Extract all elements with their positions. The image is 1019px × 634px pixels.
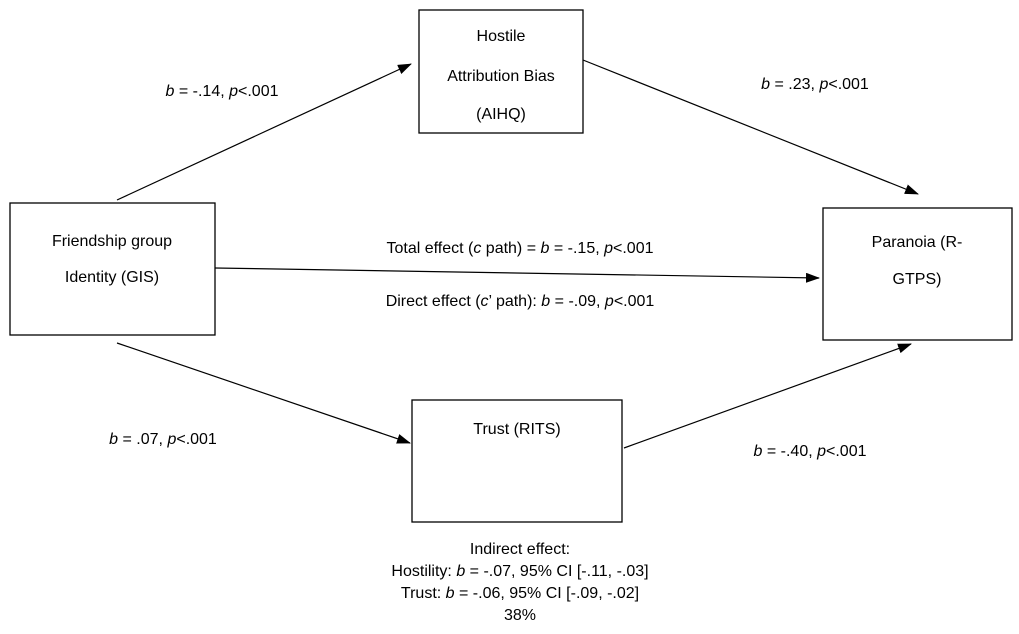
label-part: Direct effect ( [386, 293, 482, 310]
label-part: = -.09, [550, 293, 605, 310]
label-part: p [228, 83, 238, 100]
indirect-line: Hostility: b = -.07, 95% CI [-.11, -.03] [391, 563, 648, 580]
arrow [623, 343, 912, 449]
label-part: c [473, 240, 481, 257]
label-part: Hostility: [391, 563, 456, 580]
label-part: p [166, 431, 176, 448]
node-label: Attribution Bias [447, 68, 555, 85]
node-label: Hostile [477, 28, 526, 45]
node-label: Friendship group [52, 233, 172, 250]
label-part: <.001 [826, 443, 867, 460]
node-label: Trust (RITS) [473, 421, 560, 438]
node-label: GTPS) [893, 271, 942, 288]
label-part: <.001 [614, 293, 655, 310]
label-part: path) = [481, 240, 540, 257]
node-box [9, 202, 216, 336]
label-part: <.001 [176, 431, 217, 448]
label-part: p [603, 240, 613, 257]
label-part: <.001 [613, 240, 654, 257]
label-part: Trust: [401, 585, 446, 602]
indirect-heading: Indirect effect: [470, 541, 570, 558]
label-part: b [109, 431, 118, 448]
edge-label: b = .07, p<.001 [109, 431, 217, 448]
node-box [822, 207, 1013, 341]
label-part: = -.07, 95% CI [-.11, -.03] [465, 563, 648, 580]
arrow [116, 342, 411, 444]
edge-label: b = -.40, p<.001 [754, 443, 867, 460]
label-part: b [761, 76, 770, 93]
node-label: (AIHQ) [476, 106, 526, 123]
label-part: <.001 [828, 76, 869, 93]
label-part: ’ path): [489, 293, 542, 310]
node-label: Paranoia (R- [872, 234, 963, 251]
arrow [116, 63, 412, 201]
arrow [214, 267, 820, 283]
label-part: p [818, 76, 828, 93]
label-part: p [604, 293, 614, 310]
arrow [582, 59, 919, 195]
label-part: = .07, [118, 431, 167, 448]
label-part: Total effect ( [386, 240, 474, 257]
label-part: = -.06, 95% CI [-.09, -.02] [455, 585, 640, 602]
label-part: b [166, 83, 175, 100]
label-part: <.001 [238, 83, 279, 100]
edge-label: b = -.14, p<.001 [166, 83, 279, 100]
label-part: p [816, 443, 826, 460]
label-part: b [541, 240, 550, 257]
edge-label: b = .23, p<.001 [761, 76, 869, 93]
label-part: b [541, 293, 550, 310]
edge-label: Total effect (c path) = b = -.15, p<.001 [386, 240, 653, 257]
label-part: c [481, 293, 489, 310]
indirect-line: Trust: b = -.06, 95% CI [-.09, -.02] [401, 585, 639, 602]
edge-label: Direct effect (c’ path): b = -.09, p<.00… [386, 293, 655, 310]
label-part: = -.15, [549, 240, 604, 257]
label-part: b [754, 443, 763, 460]
node-label: Identity (GIS) [65, 269, 159, 286]
node-box [418, 9, 584, 134]
label-part: 38% [504, 607, 536, 624]
label-part: = .23, [770, 76, 819, 93]
indirect-line: 38% [504, 607, 536, 624]
label-part: b [456, 563, 465, 580]
node-box [411, 399, 623, 523]
label-part: b [446, 585, 455, 602]
label-part: = -.14, [174, 83, 229, 100]
label-part: = -.40, [762, 443, 817, 460]
